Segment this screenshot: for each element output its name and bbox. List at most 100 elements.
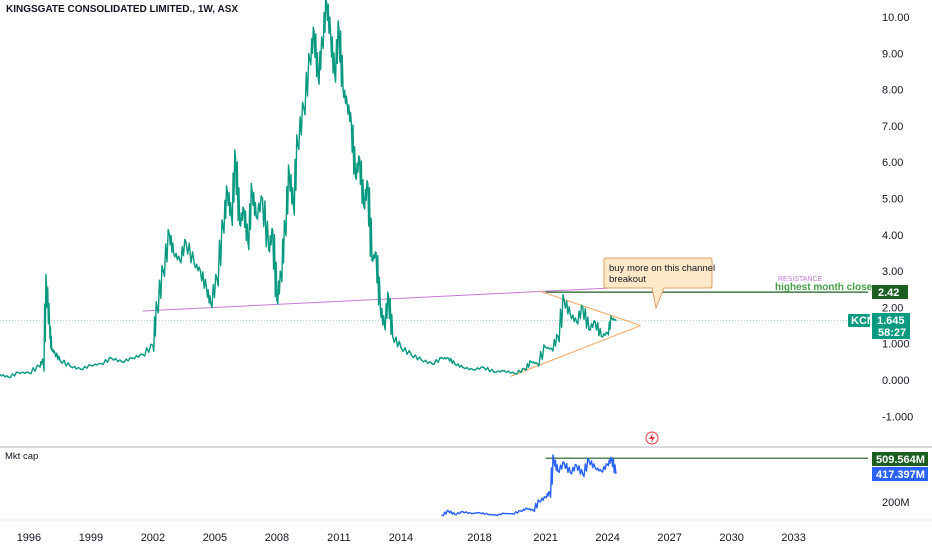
lightning-icon[interactable]	[645, 431, 659, 445]
mktcap-high-tag: 509.564M	[872, 452, 928, 466]
mktcap-point	[532, 509, 534, 512]
mktcap-point	[615, 472, 617, 475]
price-point	[53, 351, 56, 354]
price-point	[172, 252, 175, 254]
price-point	[251, 190, 253, 193]
price-point	[447, 357, 450, 360]
countdown-tag: 58:27	[878, 327, 906, 339]
mktcap-point	[606, 463, 609, 466]
time-axis-tick: 2008	[265, 532, 289, 544]
price-point	[267, 248, 270, 251]
price-point	[17, 371, 20, 374]
price-point	[325, 1, 328, 4]
price-point	[557, 335, 559, 338]
price-point	[431, 362, 433, 365]
mktcap-point	[569, 471, 572, 474]
price-axis-tick: 10.00	[882, 12, 910, 24]
callout-annotation[interactable]: buy more on this channel breakout	[603, 257, 715, 310]
price-point	[342, 88, 344, 91]
callout-line-2: breakout	[609, 274, 646, 285]
resistance-label: RESISTANCE	[778, 276, 823, 283]
price-tag[interactable]: KCN 1.645 58:27	[848, 313, 910, 339]
mktcap-series-line	[441, 454, 617, 517]
mktcap-pane-title: Mkt cap	[5, 451, 38, 462]
mktcap-point	[544, 496, 547, 499]
price-point	[234, 157, 237, 160]
mktcap-point	[610, 457, 613, 460]
price-point	[79, 368, 82, 370]
price-point	[121, 361, 123, 363]
price-point	[321, 41, 324, 44]
price-point	[453, 362, 456, 365]
price-point	[329, 34, 332, 36]
channel-upper-line	[539, 290, 641, 327]
price-point	[50, 348, 53, 350]
price-point	[350, 121, 353, 124]
mktcap-point	[462, 511, 464, 513]
callout-line-1: buy more on this channel	[609, 263, 715, 274]
mktcap-current-tag: 417.397M	[872, 467, 928, 481]
mktcap-high-tag-bg	[872, 452, 928, 466]
price-point	[362, 204, 365, 207]
time-axis-ticks: 1996 1999 2002 2005 2008 2011 2014 2018 2021 2024…	[17, 532, 806, 544]
mktcap-point	[495, 514, 497, 516]
highest-month-label: highest month close.	[775, 282, 875, 293]
mktcap-point	[441, 514, 444, 516]
price-point	[594, 321, 596, 323]
price-axis-tick: 6.00	[882, 157, 903, 169]
price-point	[309, 59, 311, 62]
price-point	[152, 344, 154, 347]
price-axis-tick: 2.00	[882, 302, 903, 314]
price-point	[48, 324, 51, 327]
price-point	[493, 371, 495, 373]
mktcap-point	[575, 464, 578, 467]
price-point	[600, 335, 603, 338]
price-axis-tick: 5.00	[882, 194, 903, 206]
price-axis-tick: 9.00	[882, 48, 903, 60]
price-point	[162, 270, 165, 272]
price-point	[230, 215, 233, 218]
mktcap-point	[600, 470, 603, 472]
price-point	[524, 368, 526, 370]
time-axis-tick: 2018	[467, 532, 491, 544]
time-axis-tick: 2011	[327, 532, 351, 544]
mktcap-point	[511, 513, 514, 515]
symbol-tag-bg	[848, 314, 870, 327]
price-point	[69, 365, 72, 368]
mktcap-point	[478, 511, 481, 514]
price-point	[346, 103, 349, 105]
price-point	[338, 27, 340, 29]
price-point	[354, 175, 357, 178]
price-points	[0, 1, 617, 378]
mktcap-point	[582, 473, 584, 476]
time-axis-tick: 1996	[17, 532, 41, 544]
price-point	[400, 346, 402, 349]
price-point	[110, 357, 113, 360]
price-point	[168, 234, 171, 236]
price-tag-value: 1.645	[877, 315, 905, 327]
price-point	[59, 359, 61, 361]
price-point	[387, 295, 390, 298]
callout-bubble[interactable]	[603, 257, 713, 310]
mktcap-point	[447, 510, 450, 512]
price-point	[226, 190, 229, 193]
price-point	[582, 306, 584, 309]
mktcap-point	[553, 458, 555, 461]
level-tag-bg	[872, 285, 908, 299]
price-point	[90, 364, 92, 367]
annotation-lines[interactable]	[0, 285, 868, 459]
mktcap-high-value: 509.564M	[876, 454, 925, 466]
price-point	[179, 259, 181, 262]
price-point	[185, 241, 187, 243]
time-axis-tick: 2027	[657, 532, 681, 544]
price-point	[536, 362, 539, 365]
chart-title: KINGSGATE CONSOLIDATED LIMITED., 1W, ASX	[6, 4, 238, 15]
price-point	[569, 313, 572, 316]
mktcap-point	[563, 462, 565, 464]
price-point	[441, 357, 444, 360]
time-axis-tick: 2024	[595, 532, 619, 544]
time-axis-tick: 2030	[719, 532, 743, 544]
price-point	[472, 369, 475, 371]
